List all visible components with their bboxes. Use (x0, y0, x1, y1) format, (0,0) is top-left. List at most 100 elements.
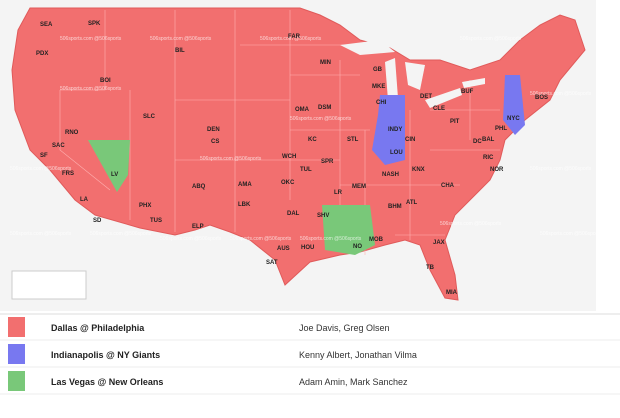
city-label: MOB (369, 237, 384, 243)
watermark: 506sports.com @506sports (10, 231, 72, 237)
city-label: JAX (433, 240, 445, 246)
city-label: BOS (535, 95, 548, 101)
watermark: 506sports.com @506sports (530, 91, 592, 97)
city-label: RIC (483, 155, 494, 161)
city-label: LBK (238, 202, 251, 208)
watermark: 506sports.com @506sports (460, 36, 522, 42)
watermark: 506sports.com @506sports (160, 236, 222, 242)
city-label: NO (353, 244, 362, 250)
city-label: BOI (100, 78, 111, 84)
city-label: MIN (320, 60, 331, 66)
city-label: CLE (433, 106, 445, 112)
city-label: ABQ (192, 184, 206, 190)
city-label: BUF (461, 89, 474, 95)
matchup: Indianapolis @ NY Giants (51, 350, 160, 360)
inset-legend (11, 270, 87, 300)
green-region (322, 205, 375, 255)
us-map (11, 7, 586, 301)
city-label: SPR (321, 159, 334, 165)
green-region (88, 140, 130, 192)
great-lakes (340, 40, 485, 108)
city-label: WCH (282, 154, 296, 160)
legend-swatch (8, 317, 25, 337)
city-label: NYC (507, 116, 520, 122)
city-label: GB (373, 67, 383, 73)
city-label: STL (347, 137, 359, 143)
city-label: RNO (65, 130, 79, 136)
announcers: Kenny Albert, Jonathan Vilma (299, 350, 417, 360)
watermark: 506sports.com @506sports (440, 221, 502, 227)
city-label: TUS (150, 218, 162, 224)
city-label: CHA (441, 183, 455, 189)
city-label: INDY (388, 127, 402, 133)
announcers: Joe Davis, Greg Olsen (299, 323, 390, 333)
city-label: BIL (175, 48, 185, 54)
city-label: MKE (372, 84, 385, 90)
city-label: LR (334, 190, 343, 196)
city-label: KC (308, 137, 317, 143)
city-label: LOU (390, 150, 403, 156)
blue-region (503, 75, 525, 135)
city-label: BHM (388, 204, 402, 210)
city-label: LA (80, 197, 89, 203)
legend-swatch (8, 371, 25, 391)
city-label: DET (420, 94, 432, 100)
city-label: DSM (318, 105, 331, 111)
watermark: 506sports.com @506sports (200, 156, 262, 162)
city-label: SHV (317, 213, 329, 219)
watermark: 506sports.com @506sports (90, 231, 152, 237)
city-label: OMA (295, 107, 310, 113)
city-label: DAL (287, 211, 300, 217)
city-label: SLC (143, 114, 156, 120)
watermark: 506sports.com @506sports (10, 166, 72, 172)
watermark: 506sports.com @506sports (540, 231, 602, 237)
watermark: 506sports.com @506sports (60, 86, 122, 92)
city-label: LV (111, 172, 118, 178)
city-label: SPK (88, 21, 101, 27)
city-label: HOU (301, 245, 314, 251)
city-label: PDX (36, 51, 48, 57)
city-label: NASH (382, 172, 399, 178)
watermark: 506sports.com @506sports (260, 36, 322, 42)
watermark: 506sports.com @506sports (290, 116, 352, 122)
legend-swatch (8, 344, 25, 364)
watermark: 506sports.com @506sports (150, 36, 212, 42)
city-label: NOR (490, 167, 504, 173)
city-label: SD (93, 218, 102, 224)
announcers: Adam Amin, Mark Sanchez (299, 377, 408, 387)
city-label: OKC (281, 180, 295, 186)
city-label: CS (211, 139, 219, 145)
watermark: 506sports.com @506sports (530, 166, 592, 172)
city-label: PHX (139, 203, 151, 209)
city-label: SEA (40, 22, 53, 28)
city-label: PHL (495, 126, 507, 132)
city-label: MIA (446, 290, 458, 296)
city-label: SAC (52, 143, 65, 149)
watermark: 506sports.com @506sports (60, 36, 122, 42)
watermark: 506sports.com @506sports (300, 236, 362, 242)
city-label: CHI (376, 100, 387, 106)
matchup: Las Vegas @ New Orleans (51, 377, 163, 387)
city-label: TUL (300, 167, 312, 173)
city-label: MEM (352, 184, 366, 190)
blue-region (372, 95, 405, 165)
city-label: SAT (266, 260, 278, 266)
city-label: BAL (482, 137, 495, 143)
city-label: PIT (450, 119, 460, 125)
city-label: FRS (62, 171, 74, 177)
matchup: Dallas @ Philadelphia (51, 323, 145, 333)
city-label: AUS (277, 246, 290, 252)
city-label: DC (473, 139, 482, 145)
city-label: AMA (238, 182, 252, 188)
city-label: SF (40, 153, 48, 159)
city-label: KNX (412, 167, 425, 173)
watermark: 506sports.com @506sports (230, 236, 292, 242)
city-label: CIN (405, 137, 415, 143)
city-label: FAR (288, 34, 301, 40)
city-label: TB (426, 265, 435, 271)
city-label: ATL (406, 200, 418, 206)
city-label: DEN (207, 127, 220, 133)
city-label: ELP (192, 224, 204, 230)
